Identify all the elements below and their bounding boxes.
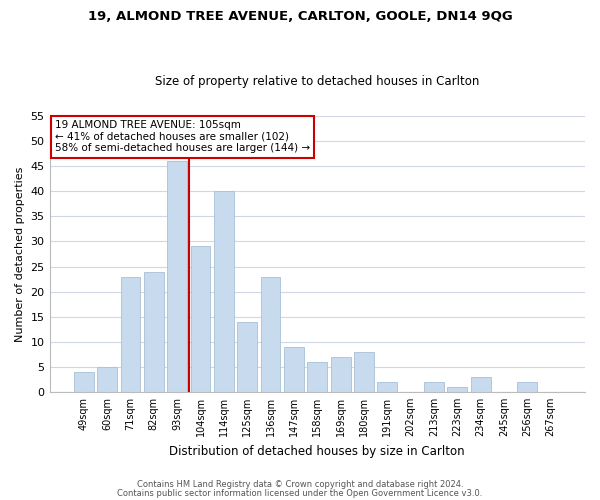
Text: Contains public sector information licensed under the Open Government Licence v3: Contains public sector information licen…	[118, 488, 482, 498]
Bar	[97, 367, 117, 392]
Bar	[331, 357, 350, 392]
Bar	[191, 246, 211, 392]
Bar	[517, 382, 538, 392]
Bar	[424, 382, 444, 392]
Bar	[284, 347, 304, 392]
Bar	[260, 276, 280, 392]
Bar	[214, 192, 234, 392]
Bar	[471, 377, 491, 392]
X-axis label: Distribution of detached houses by size in Carlton: Distribution of detached houses by size …	[169, 444, 465, 458]
Text: 19, ALMOND TREE AVENUE, CARLTON, GOOLE, DN14 9QG: 19, ALMOND TREE AVENUE, CARLTON, GOOLE, …	[88, 10, 512, 23]
Bar	[121, 276, 140, 392]
Bar	[167, 161, 187, 392]
Y-axis label: Number of detached properties: Number of detached properties	[15, 166, 25, 342]
Title: Size of property relative to detached houses in Carlton: Size of property relative to detached ho…	[155, 76, 479, 88]
Text: Contains HM Land Registry data © Crown copyright and database right 2024.: Contains HM Land Registry data © Crown c…	[137, 480, 463, 489]
Text: 19 ALMOND TREE AVENUE: 105sqm
← 41% of detached houses are smaller (102)
58% of : 19 ALMOND TREE AVENUE: 105sqm ← 41% of d…	[55, 120, 310, 154]
Bar	[238, 322, 257, 392]
Bar	[307, 362, 327, 392]
Bar	[354, 352, 374, 392]
Bar	[144, 272, 164, 392]
Bar	[377, 382, 397, 392]
Bar	[74, 372, 94, 392]
Bar	[448, 387, 467, 392]
